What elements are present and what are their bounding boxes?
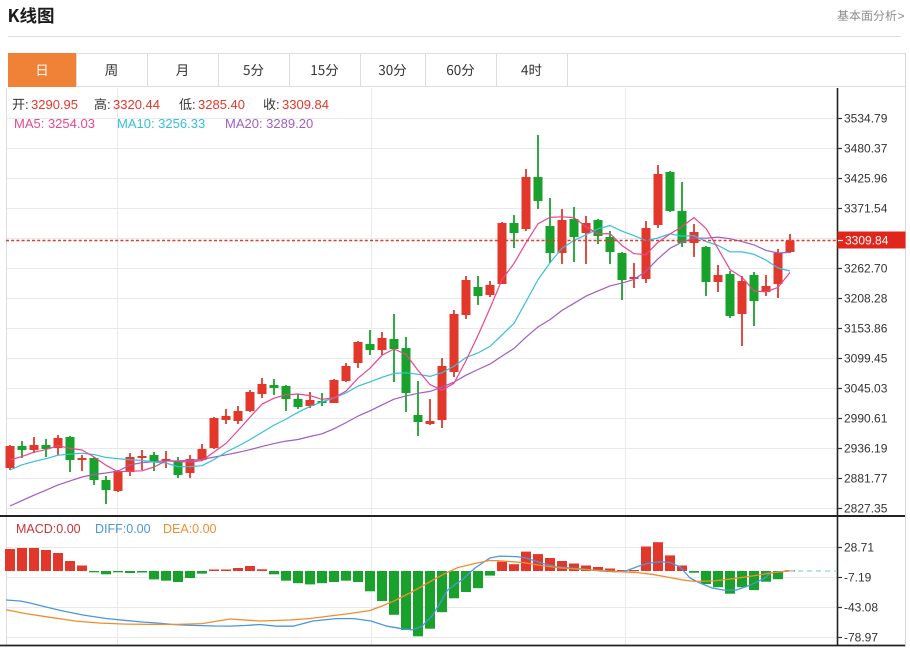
svg-text:3285.40: 3285.40 bbox=[198, 97, 245, 112]
svg-text:-78.97: -78.97 bbox=[844, 631, 878, 645]
svg-text:2827.35: 2827.35 bbox=[844, 502, 888, 516]
svg-text:DIFF:0.00: DIFF:0.00 bbox=[95, 522, 151, 536]
svg-text::: : bbox=[25, 97, 29, 112]
svg-text:MA5: 3254.03: MA5: 3254.03 bbox=[14, 116, 95, 131]
svg-text:3099.45: 3099.45 bbox=[844, 352, 888, 366]
svg-text:2936.19: 2936.19 bbox=[844, 442, 888, 456]
svg-text:-43.08: -43.08 bbox=[844, 601, 878, 615]
svg-text::: : bbox=[192, 97, 196, 112]
svg-text:2990.61: 2990.61 bbox=[844, 412, 888, 426]
svg-text:3425.96: 3425.96 bbox=[844, 172, 888, 186]
svg-text::: : bbox=[107, 97, 111, 112]
svg-text:3153.86: 3153.86 bbox=[844, 322, 888, 336]
svg-text:3208.28: 3208.28 bbox=[844, 292, 888, 306]
svg-text:>: > bbox=[898, 9, 905, 23]
svg-text:MA10: 3256.33: MA10: 3256.33 bbox=[117, 116, 205, 131]
svg-text:3320.44: 3320.44 bbox=[113, 97, 160, 112]
svg-text:MACD:0.00: MACD:0.00 bbox=[16, 522, 81, 536]
svg-text:3309.84: 3309.84 bbox=[282, 97, 329, 112]
svg-text:28.71: 28.71 bbox=[844, 541, 874, 555]
svg-text:3371.54: 3371.54 bbox=[844, 202, 888, 216]
svg-text:3534.79: 3534.79 bbox=[844, 112, 888, 126]
svg-text:3309.84: 3309.84 bbox=[845, 234, 889, 248]
svg-text:3480.37: 3480.37 bbox=[844, 142, 888, 156]
svg-text:MA20: 3289.20: MA20: 3289.20 bbox=[225, 116, 313, 131]
svg-text:3290.95: 3290.95 bbox=[31, 97, 78, 112]
svg-text::: : bbox=[276, 97, 280, 112]
svg-text:3262.70: 3262.70 bbox=[844, 262, 888, 276]
svg-text:2881.77: 2881.77 bbox=[844, 472, 888, 486]
svg-text:DEA:0.00: DEA:0.00 bbox=[163, 522, 217, 536]
svg-text:3045.03: 3045.03 bbox=[844, 382, 888, 396]
svg-text:-7.19: -7.19 bbox=[844, 571, 872, 585]
